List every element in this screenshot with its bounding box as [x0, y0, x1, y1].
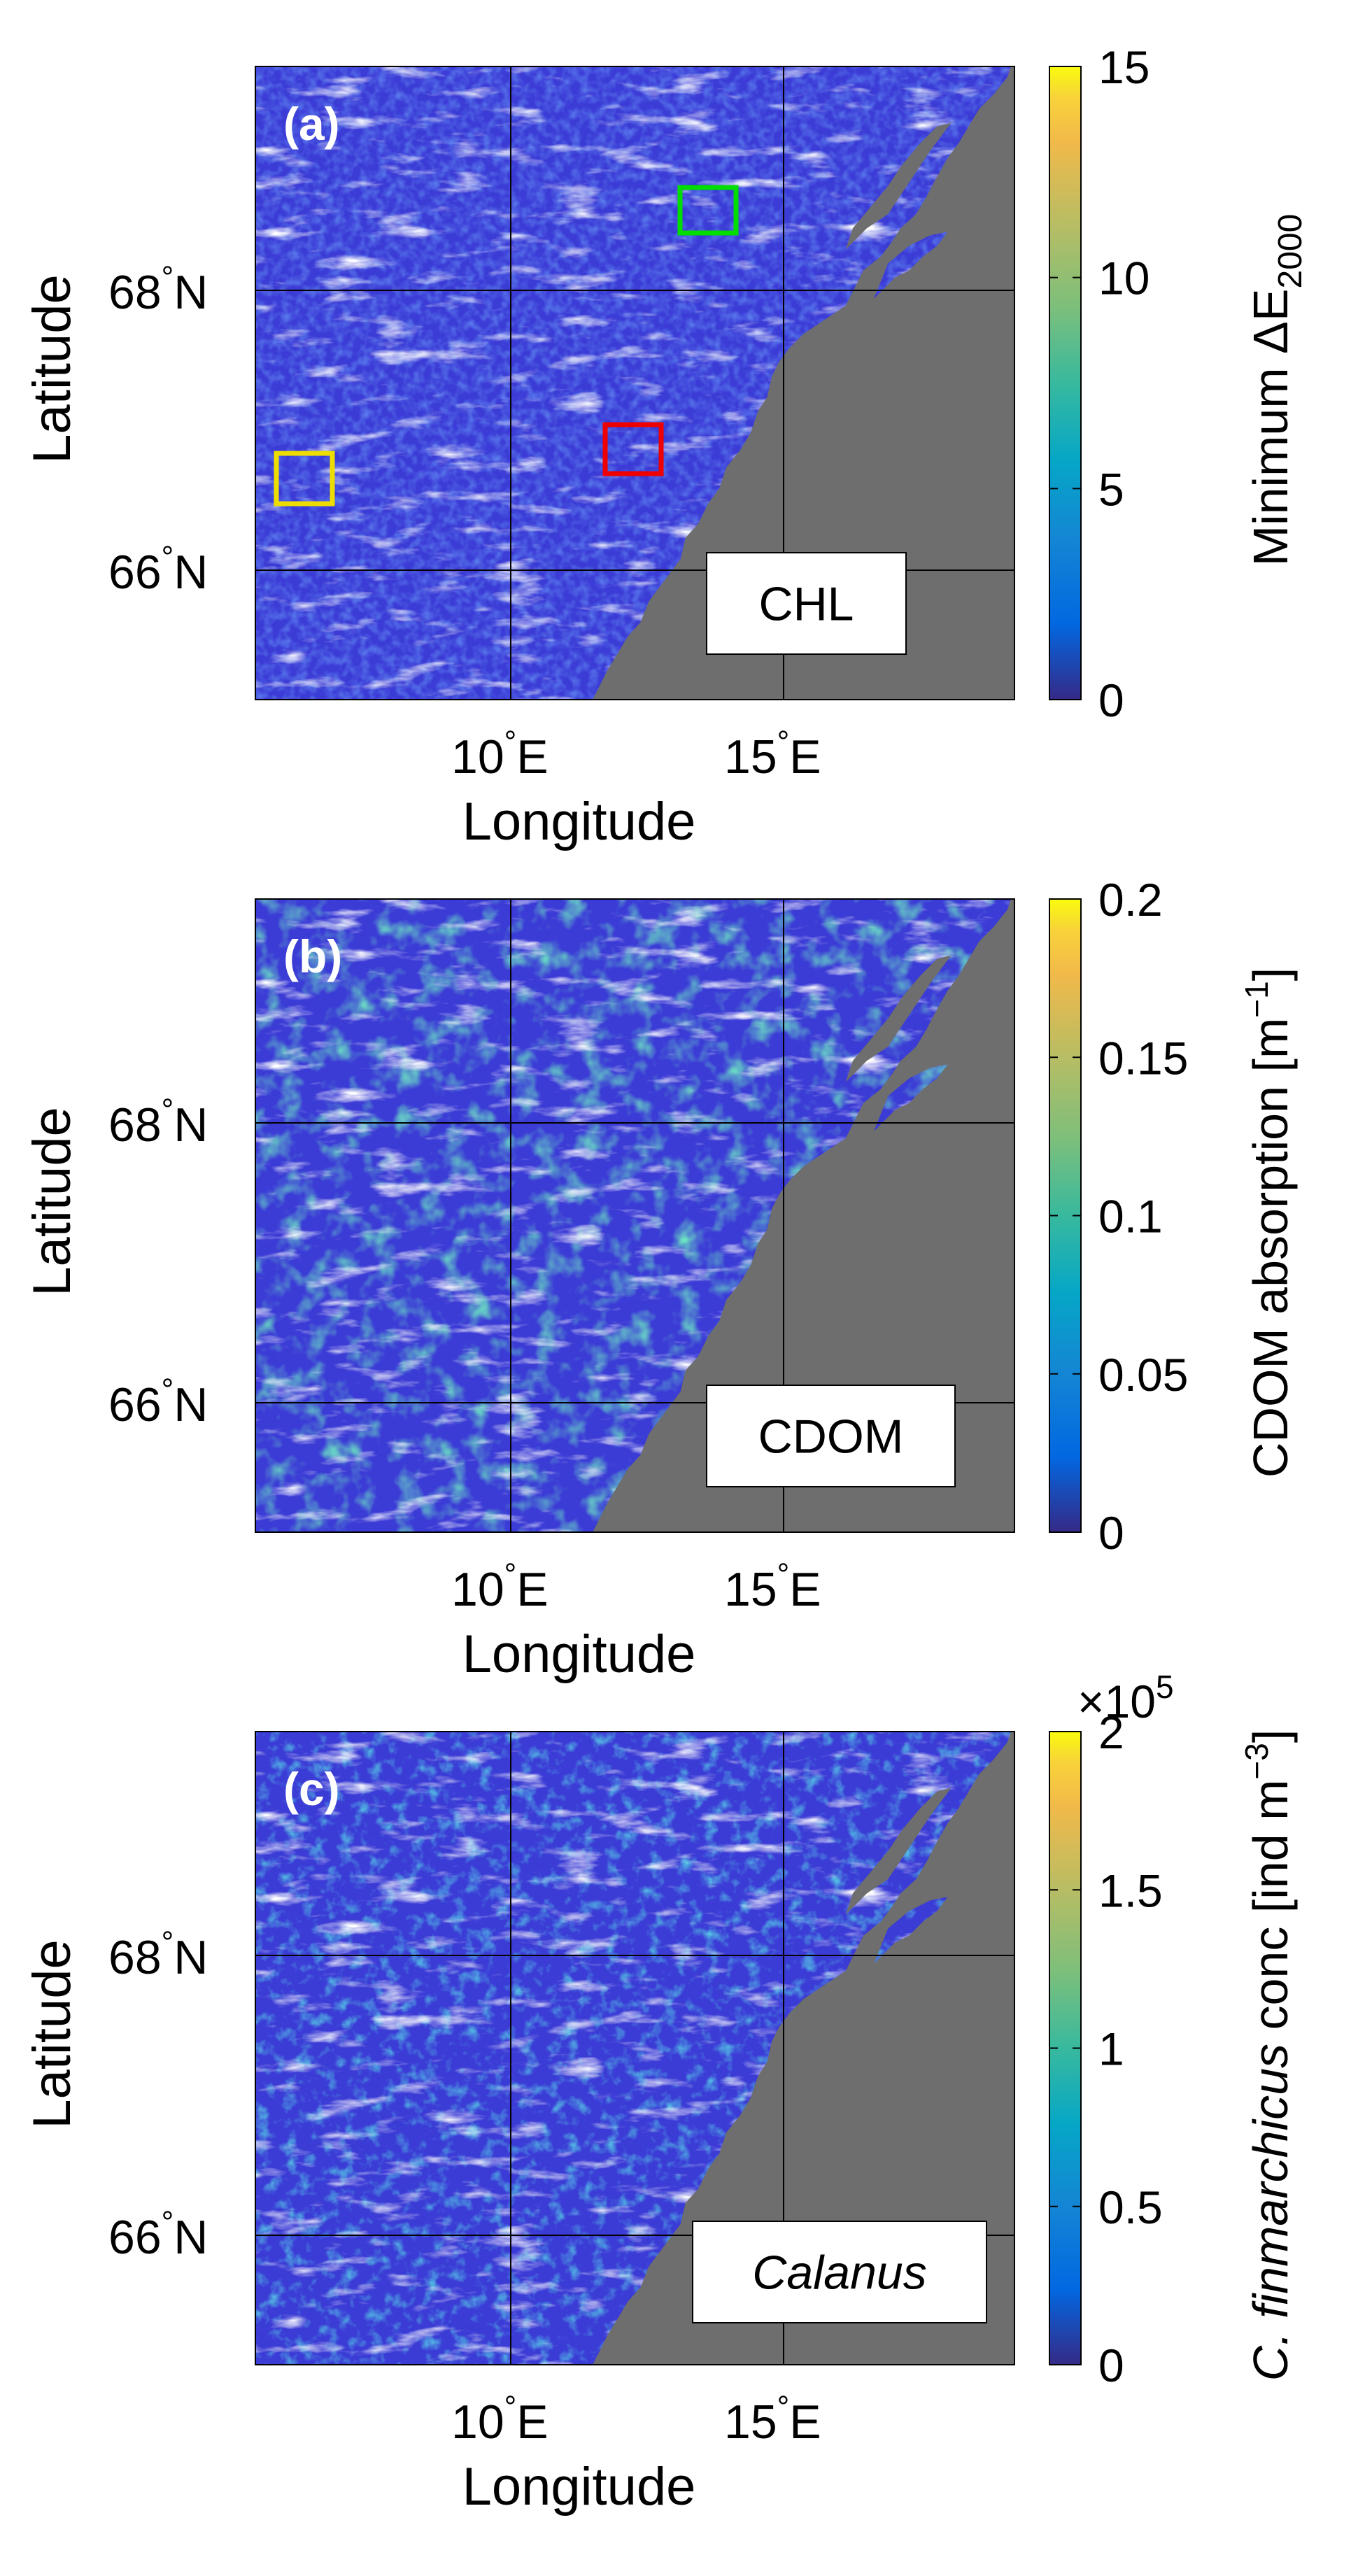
colorbar-a: 0 5 10 15 Minimum ΔE2000	[1049, 41, 1309, 726]
colorbar-b: 0 0.05 0.1 0.15 0.2 CDOM absorption [m−1]	[1049, 874, 1298, 1559]
y-tick-label: 66°N	[108, 2205, 208, 2264]
variable-label: CHL	[758, 578, 854, 631]
y-axis-label: Latitude	[22, 1107, 82, 1296]
colorbar-multiplier: ×105	[1077, 1669, 1174, 1727]
colorbar-tick-label: 5	[1098, 463, 1124, 515]
x-tick-label: 10°E	[451, 1557, 549, 1616]
colorbar-tick-label: 0	[1098, 2340, 1124, 2391]
colorbar-label: C. finmarchicus conc [ind m−3]	[1238, 1729, 1298, 2382]
x-tick-label: 15°E	[724, 725, 821, 784]
x-tick-label: 15°E	[724, 2390, 821, 2449]
label-box	[706, 1385, 956, 1487]
x-axis-label: Longitude	[462, 792, 696, 851]
study-region-box	[602, 422, 664, 476]
colorbar-label: CDOM absorption [m−1]	[1238, 968, 1298, 1478]
y-tick-label: 68°N	[108, 1093, 208, 1152]
label-box	[706, 552, 907, 655]
map-frame	[255, 898, 1015, 1533]
map-frame	[255, 66, 1015, 700]
colorbar-tick-label: 10	[1098, 253, 1150, 304]
y-axis-label: Latitude	[22, 1939, 82, 2128]
panel-c: (c) Calanus Latitude 66°N 68°N 10°E 15°E Longit…	[22, 1669, 1298, 2517]
panel-label: (b)	[283, 930, 342, 982]
x-tick-label: 10°E	[451, 2390, 549, 2449]
colorbar-tick-label: 0.5	[1098, 2181, 1163, 2233]
panel-b: (b) CDOM Latitude 66°N 68°N 10°E 15°E Longitude…	[22, 874, 1298, 1684]
panel-label: (a)	[283, 98, 340, 150]
colorbar-ramp	[1049, 66, 1082, 700]
colorbar-tick-label: 0	[1098, 674, 1124, 726]
map-frame	[255, 1731, 1015, 2365]
colorbar-tick-label: 1.5	[1098, 1864, 1163, 1916]
colorbar-c: 0 0.5 1 1.5 2×105 C. finmarchicus conc [ind m…	[1049, 1669, 1298, 2391]
panels-group: (a) CHL Latitude 66°N 68°N 10°E 15°E Longitude 0…	[22, 41, 1309, 2517]
y-tick-label: 66°N	[108, 1373, 208, 1431]
x-tick-label: 15°E	[724, 1557, 821, 1616]
colorbar-tick-label: 0.1	[1098, 1191, 1163, 1243]
study-region-box	[677, 185, 739, 236]
colorbar-tick-label: 0.15	[1098, 1032, 1188, 1084]
colorbar-label: Minimum ΔE2000	[1243, 214, 1309, 567]
y-tick-label: 66°N	[108, 540, 208, 599]
colorbar-tick-label: 0	[1098, 1507, 1124, 1559]
variable-label: CDOM	[758, 1410, 904, 1464]
colorbar-tick-label: 2	[1098, 1706, 1124, 1758]
y-axis-label: Latitude	[22, 274, 82, 463]
colorbar-tick-label: 15	[1098, 41, 1150, 93]
y-tick-label: 68°N	[108, 1925, 208, 1984]
panel-label: (c)	[283, 1763, 340, 1815]
label-box	[692, 2221, 987, 2323]
panel-a: (a) CHL Latitude 66°N 68°N 10°E 15°E Longitude 0…	[22, 41, 1309, 851]
colorbar-tick-label: 0.05	[1098, 1349, 1188, 1401]
colorbar-tick-label: 0.2	[1098, 874, 1163, 926]
map-a	[255, 66, 1014, 700]
y-tick-label: 68°N	[108, 260, 208, 319]
x-tick-label: 10°E	[451, 725, 549, 784]
x-axis-label: Longitude	[462, 2457, 696, 2517]
colorbar-tick-label: 1	[1098, 2023, 1124, 2075]
study-region-box	[274, 451, 335, 507]
variable-label: Calanus	[752, 2246, 927, 2300]
x-axis-label: Longitude	[462, 1625, 696, 1684]
